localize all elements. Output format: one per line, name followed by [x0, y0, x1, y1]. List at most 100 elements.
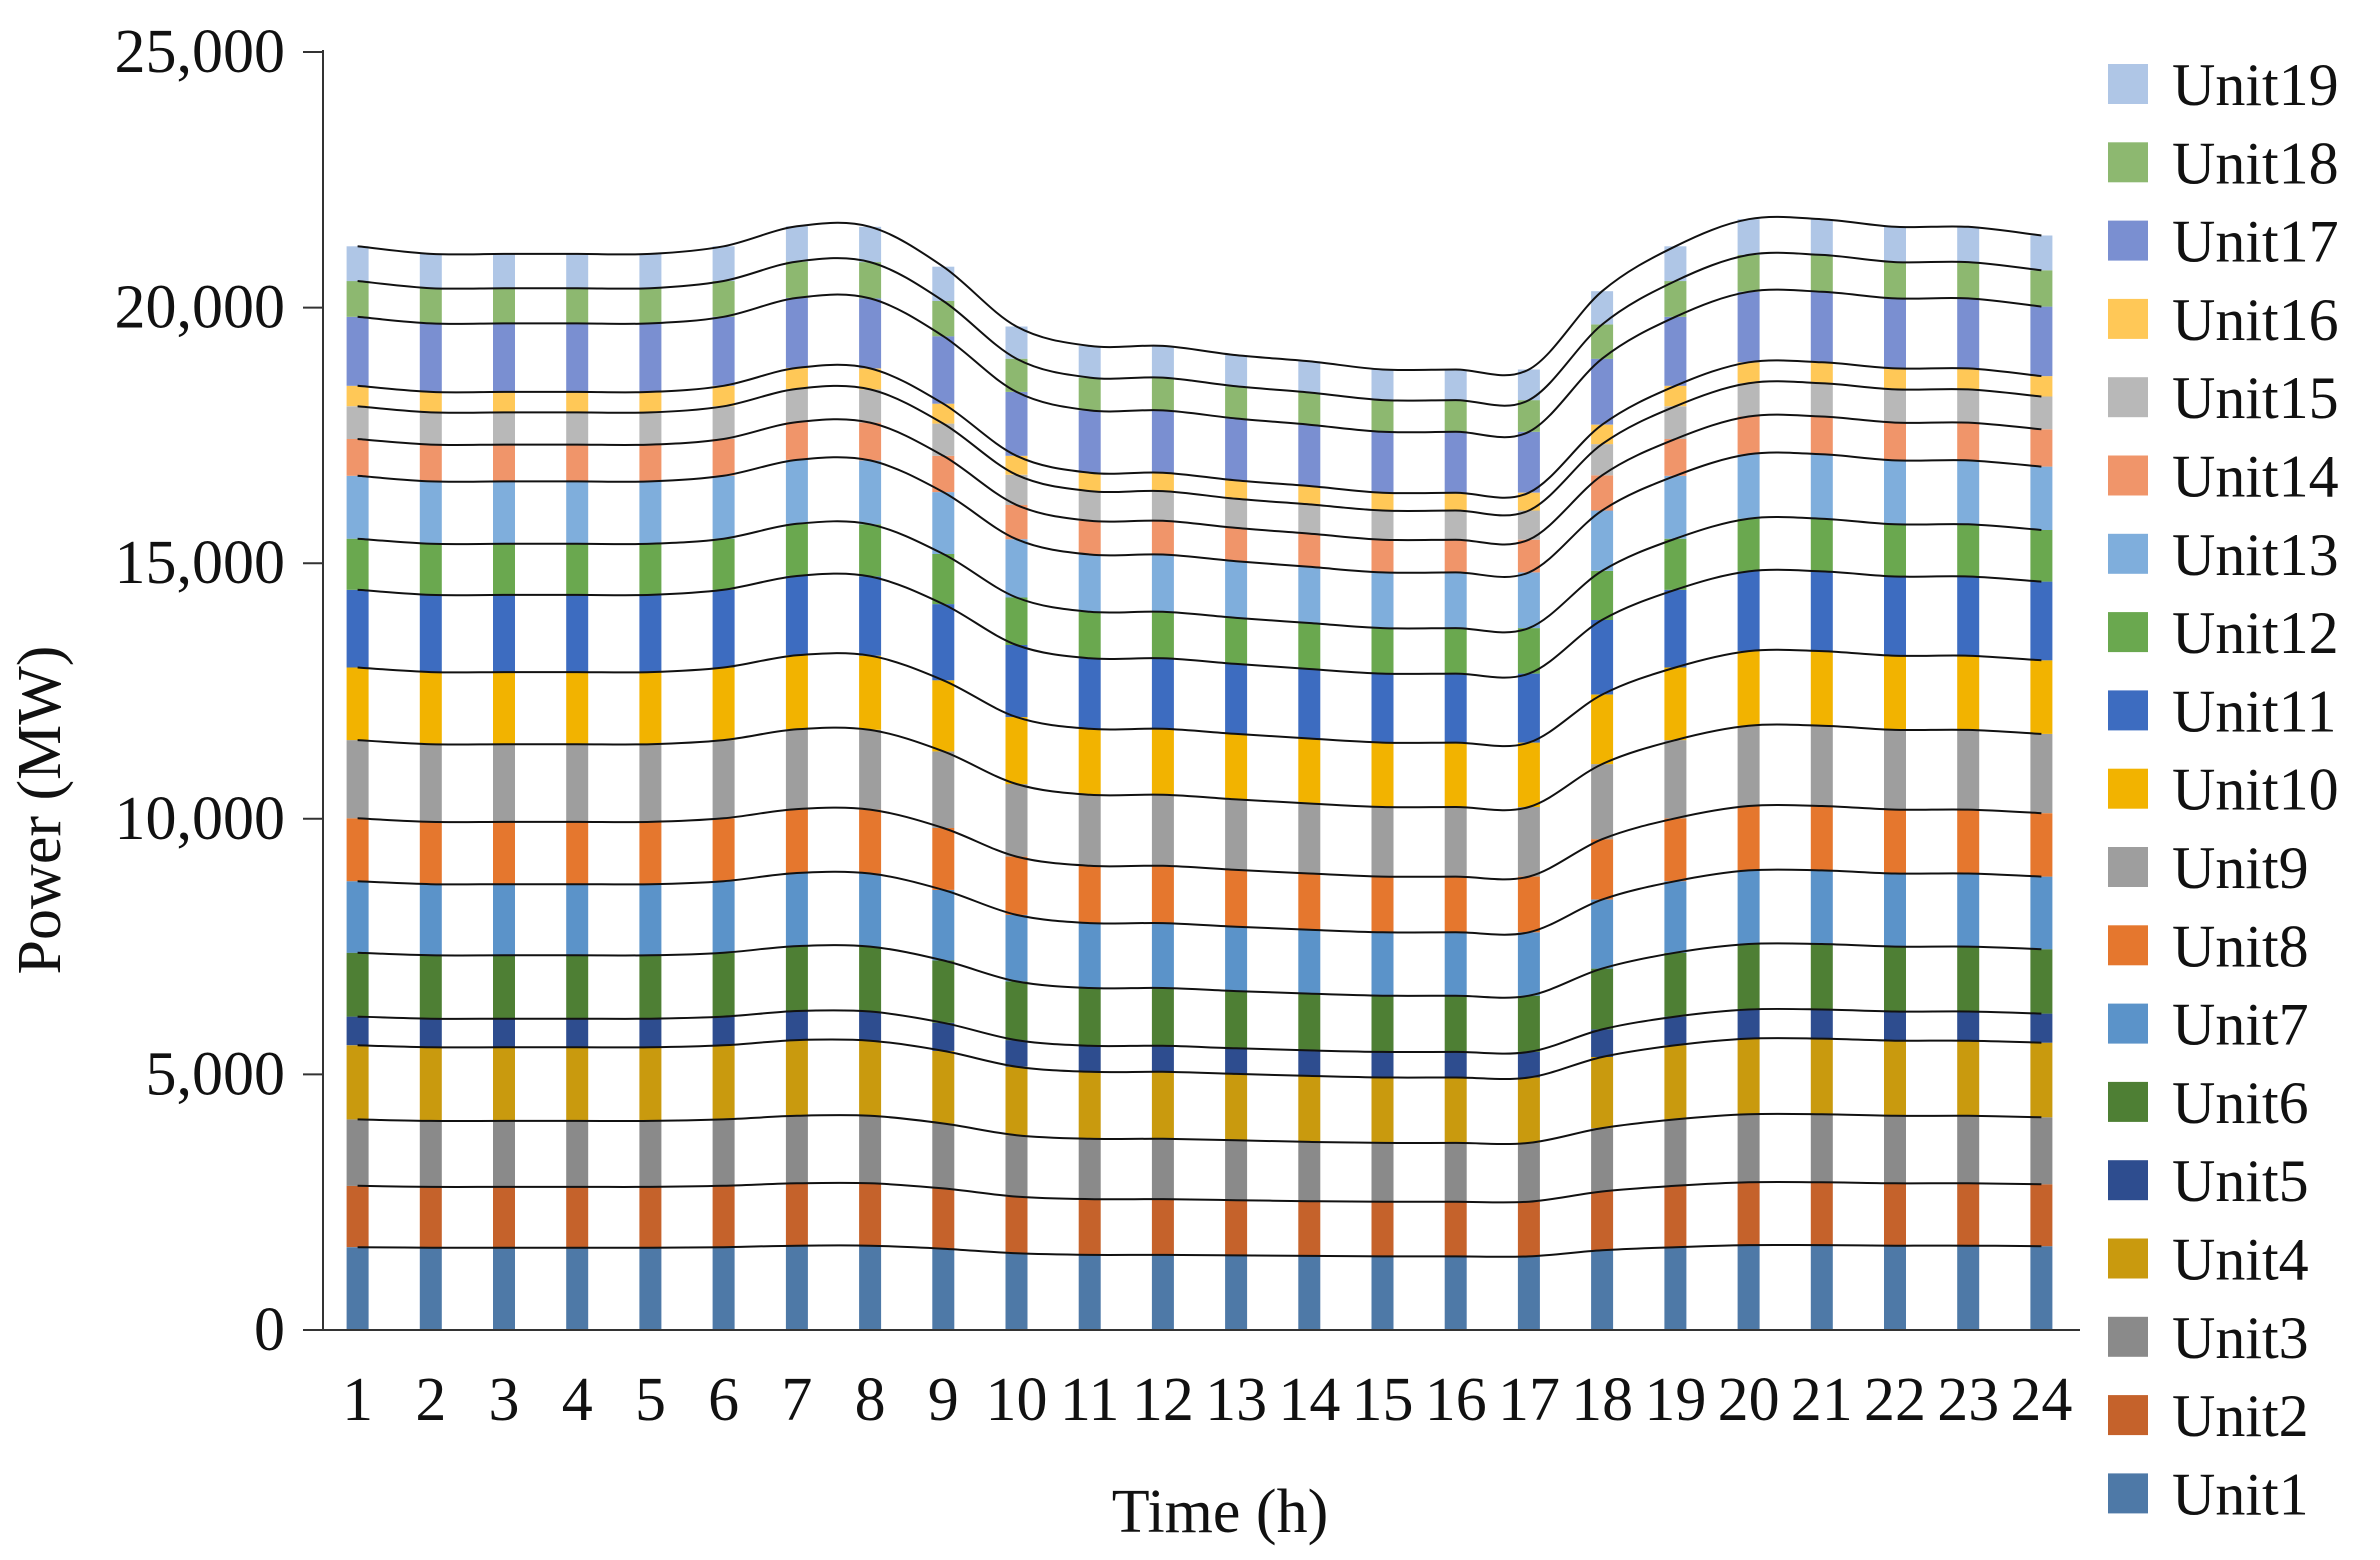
bar-segment-unit8-t5 — [639, 821, 662, 885]
bar-segment-unit9-t5 — [639, 744, 662, 822]
bar-segment-unit14-t12 — [1151, 520, 1174, 555]
bar-segment-unit10-t15 — [1371, 742, 1394, 807]
bar-segment-unit2-t12 — [1151, 1199, 1174, 1255]
bar-segment-unit11-t11 — [1078, 658, 1101, 729]
bar-segment-unit8-t14 — [1298, 873, 1321, 930]
bar-segment-unit17-t12 — [1151, 410, 1174, 473]
bar-segment-unit10-t4 — [566, 672, 589, 745]
bar-segment-unit10-t19 — [1664, 667, 1687, 741]
bar-segment-unit4-t7 — [785, 1040, 808, 1116]
bar-segment-unit18-t15 — [1371, 400, 1394, 432]
bar-segment-unit15-t18 — [1591, 444, 1614, 476]
bar-segment-unit7-t16 — [1444, 932, 1467, 996]
bar-segment-unit19-t24 — [2030, 235, 2053, 271]
bar-segment-unit17-t13 — [1225, 418, 1248, 481]
bar-segment-unit4-t2 — [419, 1047, 442, 1121]
bar-segment-unit16-t8 — [859, 368, 882, 390]
legend-swatch-unit13 — [2108, 533, 2148, 574]
bar-segment-unit6-t8 — [859, 946, 882, 1012]
bar-segment-unit4-t9 — [932, 1050, 955, 1124]
bar-segment-unit11-t24 — [2030, 581, 2053, 661]
bar-segment-unit9-t21 — [1810, 725, 1833, 807]
bar-segment-unit3-t8 — [859, 1115, 882, 1184]
bar-segment-unit1-t5 — [639, 1247, 662, 1330]
x-tick-label: 4 — [562, 1366, 593, 1434]
bar-segment-unit8-t10 — [1005, 856, 1028, 915]
legend: Unit19 Unit18 Unit17 Unit16 Unit15 Unit14 Unit… — [2108, 52, 2339, 1527]
bar-segment-unit18-t17 — [1517, 400, 1540, 432]
legend-label-unit15: Unit15 — [2172, 365, 2339, 431]
bar-segment-unit5-t16 — [1444, 1051, 1467, 1078]
x-tick-label: 24 — [2010, 1366, 2072, 1434]
bar-segment-unit17-t23 — [1957, 298, 1980, 369]
bar-segment-unit6-t6 — [712, 952, 735, 1017]
bar-segment-unit1-t19 — [1664, 1247, 1687, 1330]
x-tick-label: 13 — [1205, 1366, 1267, 1434]
bar-segment-unit13-t9 — [932, 492, 955, 554]
bar-segment-unit15-t8 — [859, 389, 882, 423]
bar-segment-unit8-t24 — [2030, 813, 2053, 877]
bar-segment-unit6-t19 — [1664, 952, 1687, 1017]
bar-segment-unit6-t9 — [932, 960, 955, 1023]
bar-segment-unit16-t24 — [2030, 376, 2053, 397]
bar-segment-unit7-t19 — [1664, 881, 1687, 953]
bar-segment-unit18-t13 — [1225, 386, 1248, 419]
bar-segment-unit2-t11 — [1078, 1199, 1101, 1255]
bar-segment-unit16-t4 — [566, 391, 589, 413]
bar-segment-unit18-t6 — [712, 281, 735, 317]
bar-segment-unit14-t24 — [2030, 429, 2053, 467]
bar-segment-unit12-t24 — [2030, 530, 2053, 582]
bar-segment-unit17-t6 — [712, 316, 735, 386]
connector-line-unit14 — [357, 413, 2042, 546]
bar-segment-unit18-t8 — [859, 262, 882, 299]
bar-segment-unit6-t5 — [639, 955, 662, 1019]
bar-segment-unit17-t2 — [419, 323, 442, 392]
bar-segment-unit12-t5 — [639, 543, 662, 595]
bar-segment-unit19-t14 — [1298, 361, 1321, 393]
bar-segment-unit3-t4 — [566, 1120, 589, 1187]
bar-segment-unit5-t18 — [1591, 1029, 1614, 1057]
bar-segment-unit7-t14 — [1298, 929, 1321, 994]
bar-segment-unit1-t21 — [1810, 1245, 1833, 1330]
x-tick-label: 6 — [708, 1366, 739, 1434]
bar-segment-unit11-t12 — [1151, 658, 1174, 729]
bar-segment-unit8-t20 — [1737, 806, 1760, 871]
bar-segment-unit11-t14 — [1298, 669, 1321, 739]
bar-segment-unit17-t4 — [566, 323, 589, 392]
bar-segment-unit7-t9 — [932, 889, 955, 961]
bar-segment-unit2-t4 — [566, 1186, 589, 1248]
bar-segment-unit7-t3 — [493, 884, 515, 956]
bar-segment-unit6-t18 — [1591, 968, 1614, 1030]
legend-label-unit9: Unit9 — [2172, 835, 2309, 901]
bar-segment-unit19-t20 — [1737, 219, 1760, 255]
legend-swatch-unit16 — [2108, 298, 2148, 339]
connector-line-unit6 — [357, 942, 2042, 999]
connector-line-unit4 — [357, 1037, 2042, 1081]
bar-segment-unit18-t4 — [566, 288, 589, 324]
bar-segment-unit13-t4 — [566, 481, 589, 544]
bar-segment-unit19-t13 — [1225, 355, 1248, 387]
bar-segment-unit7-t6 — [712, 881, 735, 953]
bar-segment-unit10-t22 — [1884, 655, 1906, 730]
bar-segment-unit14-t23 — [1957, 422, 1980, 461]
bar-segment-unit2-t10 — [1005, 1196, 1028, 1254]
bar-segment-unit9-t8 — [859, 729, 882, 810]
bar-segment-unit11-t6 — [712, 589, 735, 668]
bar-segment-unit1-t3 — [493, 1247, 515, 1330]
bar-segment-unit19-t18 — [1591, 291, 1614, 325]
x-axis-title: Time (h) — [1112, 1478, 1328, 1546]
bar-segment-unit9-t14 — [1298, 803, 1321, 874]
bar-segment-unit12-t7 — [785, 523, 808, 576]
bar-segment-unit12-t4 — [566, 543, 589, 595]
connector-line-unit1 — [357, 1243, 2042, 1258]
bar-segment-unit1-t20 — [1737, 1245, 1760, 1330]
bar-segment-unit2-t7 — [785, 1183, 808, 1246]
y-tick-label: 25,000 — [115, 18, 286, 86]
bars-layer — [346, 219, 2053, 1330]
bar-segment-unit12-t3 — [493, 543, 515, 595]
legend-swatch-unit19 — [2108, 64, 2148, 104]
bar-segment-unit4-t22 — [1884, 1040, 1906, 1116]
bar-segment-unit14-t13 — [1225, 527, 1248, 562]
legend-label-unit5: Unit5 — [2172, 1148, 2309, 1214]
bar-segment-unit7-t8 — [859, 873, 882, 947]
